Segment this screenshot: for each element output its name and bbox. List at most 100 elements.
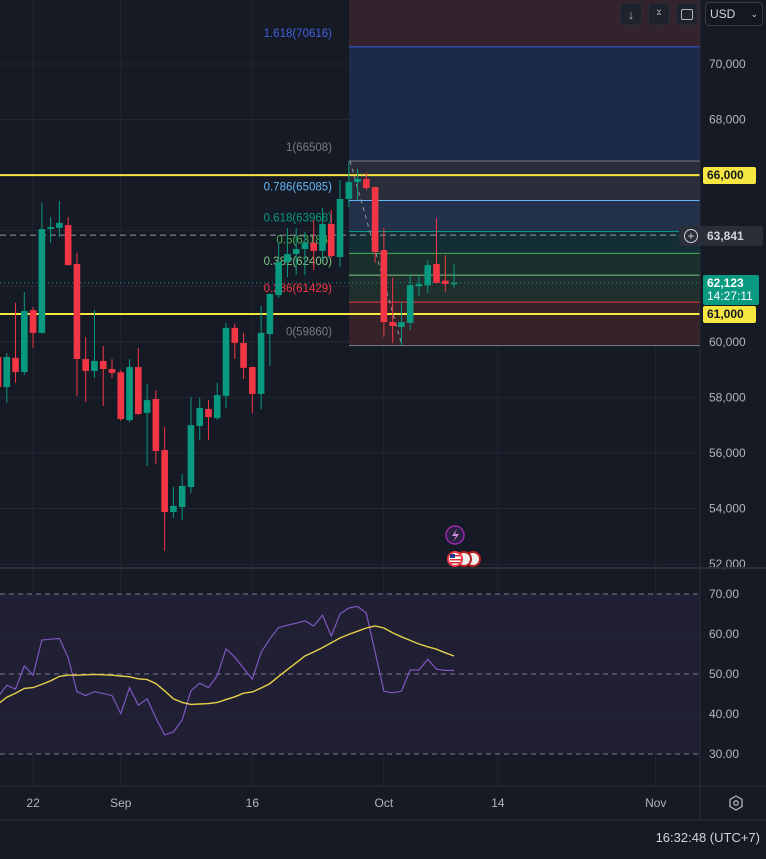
candle-body: [38, 229, 46, 333]
rsi-axis-label: 50.00: [709, 667, 739, 681]
price-axis-label: 60,000: [709, 335, 746, 349]
candle: [371, 186, 379, 263]
events-marker[interactable]: [445, 525, 481, 567]
rsi-band: [0, 594, 700, 754]
candle-body: [345, 182, 353, 199]
candle-body: [205, 409, 212, 418]
lightning-glyph: [452, 529, 459, 542]
level-tag-66000[interactable]: 66,000: [703, 167, 756, 184]
candle: [135, 347, 142, 416]
candle-body: [354, 179, 361, 183]
fullscreen-button[interactable]: [676, 3, 698, 25]
collapse-button[interactable]: ⌄ ⌃: [648, 3, 670, 25]
candle: [196, 397, 204, 441]
candle: [29, 307, 37, 348]
candle: [380, 227, 388, 338]
candle-body: [284, 254, 291, 263]
candle: [319, 207, 326, 261]
candle-body: [424, 265, 432, 286]
currency-label: USD: [710, 7, 736, 21]
price-axis-label: 68,000: [709, 113, 746, 127]
candle-body: [170, 505, 177, 513]
candle: [161, 427, 168, 551]
candle: [354, 169, 361, 201]
candle-body: [257, 332, 265, 394]
fib-level-label: 0.618(63968): [264, 213, 333, 225]
candle: [415, 275, 423, 296]
scroll-down-button[interactable]: ↓: [620, 3, 642, 25]
candle: [73, 252, 81, 396]
time-axis-label: Nov: [645, 796, 666, 810]
fib-level-label: 0.5(63184): [276, 234, 332, 246]
fib-level-label: 1.618(70616): [264, 28, 333, 40]
candle: [187, 397, 195, 493]
candle-body: [152, 399, 160, 451]
candle-body: [178, 485, 186, 508]
candle: [0, 357, 2, 388]
time-axis-label: 22: [26, 796, 40, 810]
candle: [310, 220, 318, 271]
candle: [38, 202, 46, 334]
candle: [213, 382, 221, 421]
candle-body: [108, 369, 116, 373]
rsi-pane: 70.00 60.00 50.00 40.00 30.00: [0, 587, 739, 761]
candle-body: [21, 310, 28, 373]
collapse-icon: ⌄ ⌃: [654, 4, 664, 23]
candle-body: [117, 372, 125, 419]
candle: [275, 242, 282, 298]
candle: [249, 366, 256, 413]
fib-zone: [349, 161, 700, 201]
fib-zone: [349, 46, 700, 162]
candle-body: [371, 187, 379, 253]
fullscreen-icon: [681, 8, 693, 20]
candlestick-series: [0, 161, 458, 551]
time-axis-label: Sep: [110, 796, 132, 810]
candle: [284, 227, 291, 278]
fib-zone: [349, 200, 700, 232]
candle-body: [56, 222, 63, 228]
candle-body: [415, 284, 423, 287]
currency-select[interactable]: USD ⌄: [705, 2, 763, 26]
time-axis-label: 16: [246, 796, 260, 810]
fib-zone: [349, 253, 700, 276]
candle-body: [310, 242, 318, 251]
candle-body: [450, 282, 458, 285]
candle: [178, 474, 186, 521]
candle: [240, 332, 247, 379]
candle-body: [363, 179, 370, 188]
candle-body: [0, 357, 2, 388]
fib-level-label: 0.786(65085): [264, 182, 333, 194]
candle: [433, 217, 440, 284]
candle-body: [406, 285, 414, 323]
rsi-axis-label: 70.00: [709, 587, 739, 601]
candle-body: [433, 264, 440, 283]
candle-body: [12, 357, 19, 373]
candle-body: [82, 359, 89, 371]
fib-level-label: 0.236(61429): [264, 283, 333, 295]
candle-body: [135, 367, 142, 414]
candle: [143, 384, 151, 466]
candle-body: [126, 367, 133, 421]
chevron-down-icon: ⌄: [750, 8, 758, 19]
candle: [222, 322, 230, 408]
candle: [117, 370, 125, 421]
clock-timezone[interactable]: 16:32:48 (UTC+7): [655, 830, 760, 845]
add-alert-button[interactable]: +: [679, 226, 703, 246]
candle-body: [389, 322, 396, 326]
us-flag-icon[interactable]: [447, 551, 481, 567]
fib-level-label: 0.382(62400): [264, 256, 333, 268]
last-price-tag: 62,123 14:27:11: [703, 275, 759, 305]
level-tag-61000[interactable]: 61,000: [703, 306, 756, 323]
arrow-down-icon: ↓: [627, 6, 635, 22]
horizontal-levels[interactable]: [0, 174, 700, 315]
price-axis-label: 54,000: [709, 501, 746, 515]
candle: [64, 217, 72, 266]
fib-retracement[interactable]: 1.618(70616) 1(66508) 0.786(65085) 0.618(63…: [264, 0, 700, 347]
candle: [47, 217, 54, 243]
candle: [424, 260, 432, 293]
candle: [363, 172, 370, 191]
candle-body: [327, 224, 335, 256]
time-axis-settings-button[interactable]: [728, 795, 744, 811]
candle: [91, 310, 98, 378]
